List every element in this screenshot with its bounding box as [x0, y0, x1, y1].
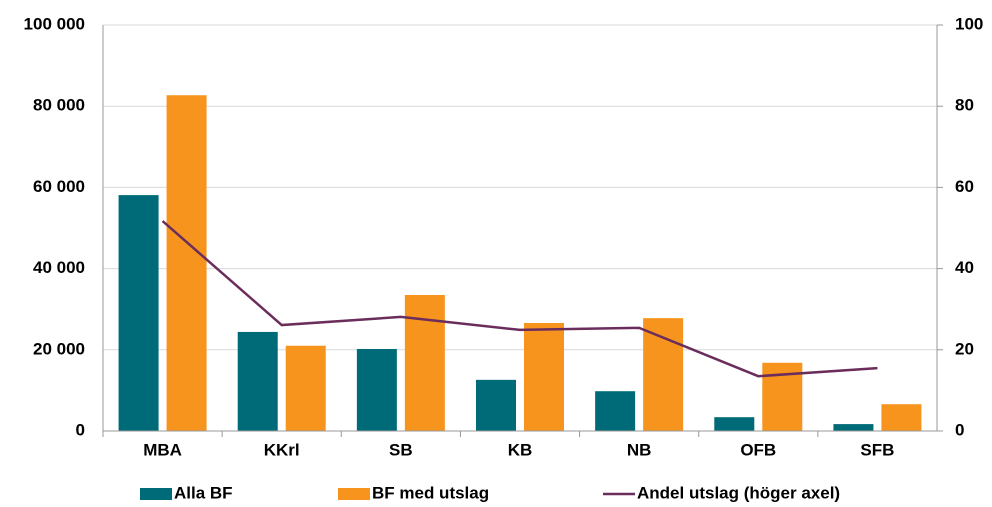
bar [404, 294, 445, 431]
y-tick-label: 40 000 [33, 258, 85, 277]
x-tick-label: SFB [860, 440, 894, 459]
y2-tick-label: 0 [955, 420, 964, 439]
y2-tick-label: 20 [955, 339, 974, 358]
bar [833, 424, 874, 431]
y-tick-label: 20 000 [33, 339, 85, 358]
bar [524, 323, 564, 431]
legend-swatch [338, 488, 370, 500]
bar [714, 417, 755, 431]
x-tick-label: MBA [143, 440, 182, 459]
line [161, 220, 878, 378]
x-tick-label: OFB [740, 440, 776, 459]
x-tick-label: NB [627, 440, 652, 459]
legend-swatch [140, 488, 172, 500]
y-tick-label: 0 [76, 420, 85, 439]
x-tick-label: SB [389, 440, 413, 459]
y-tick-label: 100 000 [24, 14, 85, 33]
x-tick-label: KB [508, 440, 533, 459]
y2-tick-label: 80 [955, 96, 974, 115]
bar [285, 345, 326, 431]
bar [595, 391, 636, 431]
bar [166, 95, 207, 431]
legend-label: Alla BF [174, 483, 233, 502]
x-tick-label: KKrl [264, 440, 300, 459]
bar [118, 195, 159, 431]
bar [356, 348, 397, 431]
y2-tick-label: 100 [955, 14, 983, 33]
bar [643, 318, 684, 431]
y2-tick-label: 40 [955, 258, 974, 277]
y2-tick-label: 60 [955, 177, 974, 196]
bar [881, 404, 922, 431]
y-tick-label: 80 000 [33, 96, 85, 115]
bar [476, 379, 516, 431]
bar [237, 331, 278, 431]
legend-label: Andel utslag (höger axel) [637, 483, 840, 502]
legend-label: BF med utslag [372, 483, 489, 502]
y-tick-label: 60 000 [33, 177, 85, 196]
